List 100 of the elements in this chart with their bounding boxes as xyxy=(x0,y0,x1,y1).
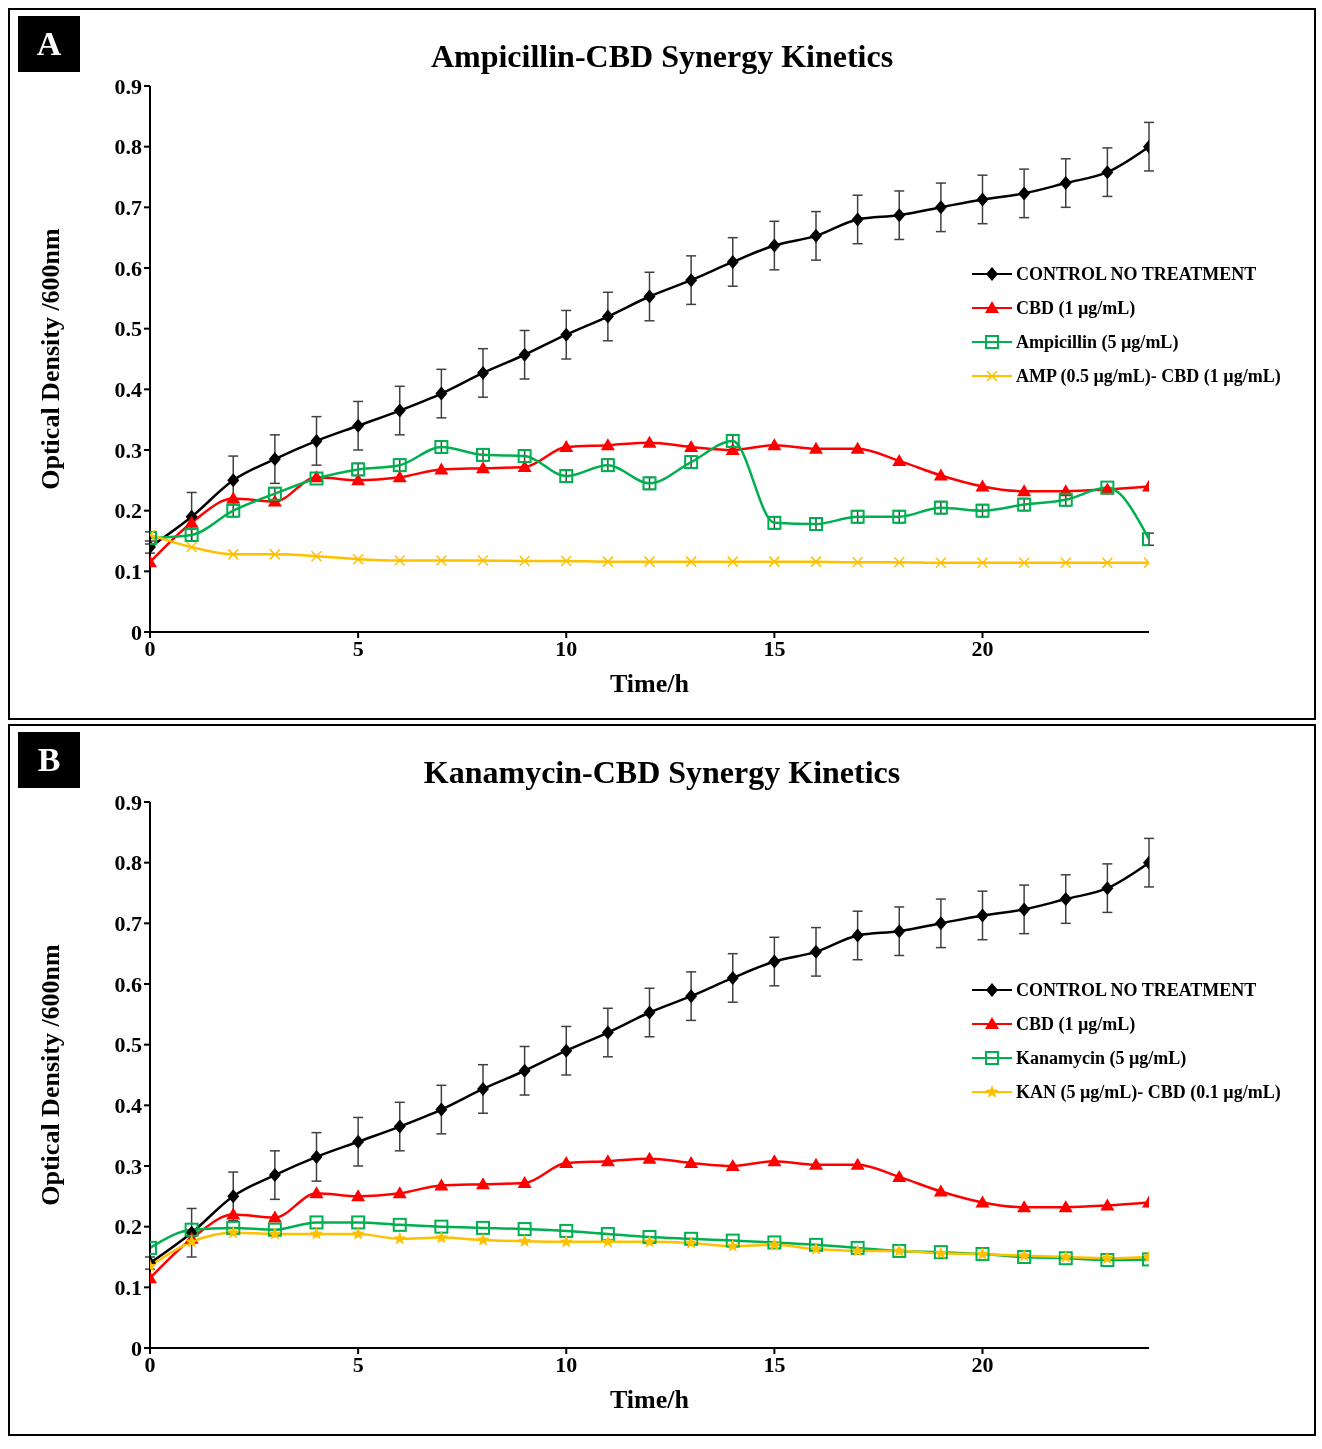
point xyxy=(850,1157,865,1170)
point xyxy=(559,1155,574,1168)
point xyxy=(933,468,948,481)
point xyxy=(393,1231,407,1245)
text: B xyxy=(18,732,80,788)
point xyxy=(642,1229,657,1244)
point xyxy=(643,289,656,304)
point xyxy=(351,1189,366,1202)
point xyxy=(435,1102,448,1117)
point xyxy=(1101,165,1114,180)
y-tick-label: 0.2 xyxy=(114,498,142,524)
point xyxy=(1017,1200,1032,1213)
point xyxy=(642,1151,657,1164)
point xyxy=(810,228,822,243)
point xyxy=(226,491,241,504)
point xyxy=(934,916,947,931)
point xyxy=(768,555,781,568)
y-tick-label: 0.1 xyxy=(114,1275,142,1301)
point xyxy=(809,1237,823,1252)
point xyxy=(975,479,990,492)
point xyxy=(1100,1253,1115,1268)
point xyxy=(1017,484,1032,497)
point xyxy=(477,365,489,380)
point xyxy=(226,1220,241,1235)
y-tick-label: 0.4 xyxy=(114,1093,142,1119)
point xyxy=(851,556,864,568)
point xyxy=(476,1177,490,1190)
point xyxy=(268,1168,281,1183)
point xyxy=(850,441,865,454)
point xyxy=(518,555,531,567)
point xyxy=(933,1184,948,1197)
x-tick-label: 20 xyxy=(971,635,994,661)
point xyxy=(1101,881,1114,896)
y-tick-label: 0.3 xyxy=(114,1153,142,1179)
point xyxy=(310,550,323,562)
point xyxy=(600,1154,615,1167)
point xyxy=(309,1186,324,1199)
point xyxy=(684,1155,699,1168)
point xyxy=(810,944,822,959)
point xyxy=(392,470,407,483)
point xyxy=(352,553,364,565)
point xyxy=(352,1134,365,1149)
point xyxy=(1101,557,1114,569)
point xyxy=(726,254,739,269)
point xyxy=(725,1159,740,1171)
point xyxy=(184,515,199,528)
point xyxy=(600,438,615,451)
x-tick-label: 5 xyxy=(352,1351,364,1377)
x-axis-title: Time/h xyxy=(610,1385,690,1414)
point xyxy=(352,418,365,433)
y-tick-label: 0.1 xyxy=(114,559,142,585)
point xyxy=(727,555,739,568)
point xyxy=(602,555,614,568)
point xyxy=(601,1025,614,1040)
y-axis-title: Optical Density /600nm xyxy=(36,227,66,490)
point xyxy=(392,1186,407,1199)
point xyxy=(642,1234,657,1248)
point xyxy=(226,1207,241,1220)
point xyxy=(767,1154,782,1167)
point xyxy=(476,461,490,474)
x-tick-label: 20 xyxy=(971,1351,994,1377)
legend-label: AMP (0.5 µg/mL)- CBD (1 µg/mL) xyxy=(1016,365,1281,387)
x-tick-label: 15 xyxy=(763,635,786,661)
point xyxy=(309,1215,324,1230)
point xyxy=(310,1149,323,1164)
point xyxy=(227,548,239,561)
point xyxy=(642,435,657,448)
point xyxy=(517,459,532,472)
point xyxy=(1018,902,1031,917)
point xyxy=(1018,557,1030,569)
legend-label: Ampicillin (5 µg/mL) xyxy=(1016,331,1179,353)
point xyxy=(1018,186,1031,201)
y-axis-title: Optical Density /600nm xyxy=(36,943,66,1206)
point xyxy=(517,1234,532,1247)
legend-label: CBD (1 µg/mL) xyxy=(1016,297,1136,319)
point xyxy=(976,557,989,569)
point xyxy=(601,1234,615,1248)
point xyxy=(226,1225,240,1239)
point xyxy=(351,473,366,486)
y-tick-label: 0.9 xyxy=(114,789,142,815)
point xyxy=(476,1220,490,1235)
point xyxy=(851,212,864,227)
x-axis-title: Time/h xyxy=(610,669,690,698)
point xyxy=(434,1178,449,1191)
point xyxy=(351,1215,366,1230)
point xyxy=(935,557,947,569)
point xyxy=(518,1063,531,1078)
point xyxy=(809,1242,823,1255)
y-tick-label: 0.7 xyxy=(114,911,142,937)
point xyxy=(268,452,281,467)
y-tick-label: 0 xyxy=(131,1335,142,1361)
y-tick-label: 0.5 xyxy=(114,316,142,342)
point xyxy=(1060,557,1072,569)
point xyxy=(435,386,448,401)
point xyxy=(392,1217,407,1232)
point xyxy=(685,273,698,288)
point xyxy=(269,548,281,561)
y-tick-label: 0 xyxy=(131,619,142,645)
point xyxy=(768,238,781,253)
point xyxy=(434,1219,449,1234)
